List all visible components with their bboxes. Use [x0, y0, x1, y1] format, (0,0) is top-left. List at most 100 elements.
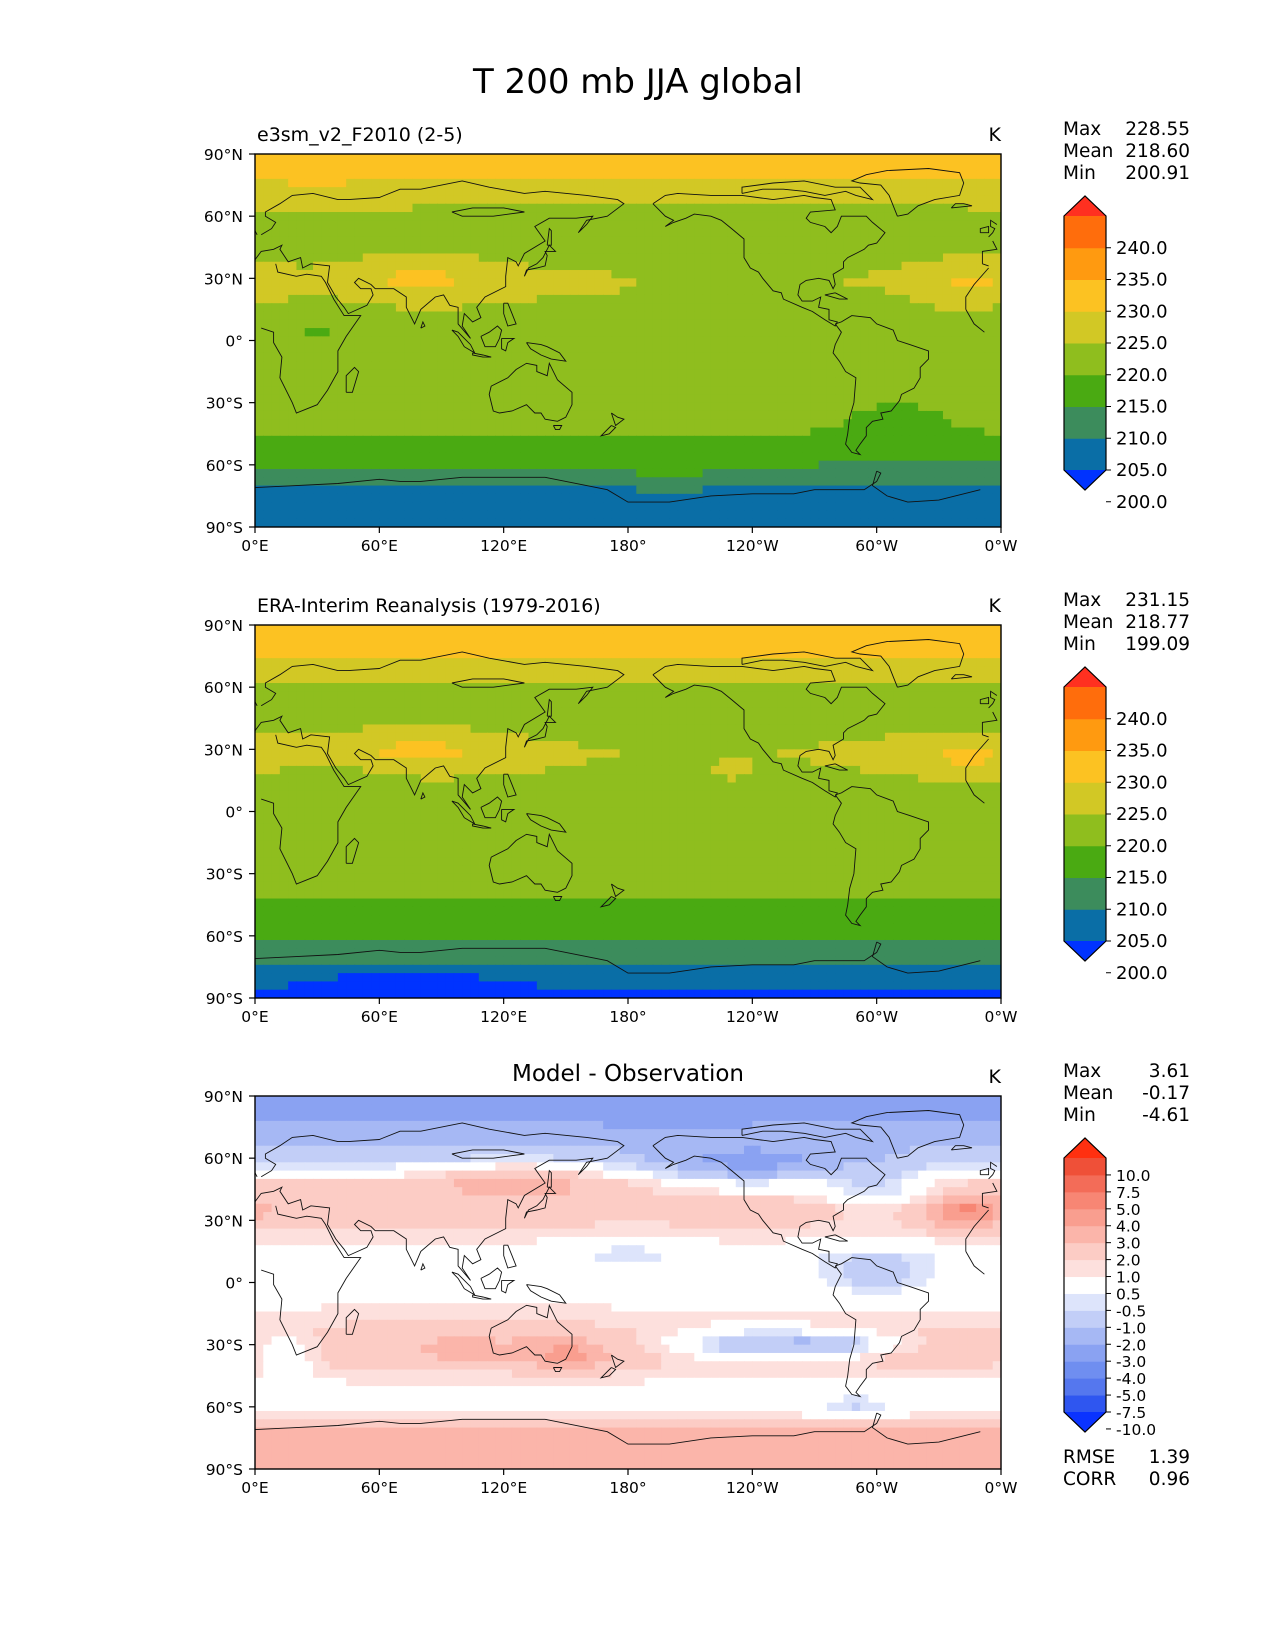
map-cell: [354, 352, 364, 362]
map-cell: [462, 435, 472, 445]
map-cell: [661, 435, 671, 445]
map-cell: [727, 311, 737, 321]
map-cell: [470, 435, 480, 445]
map-cell: [652, 641, 662, 651]
map-cell: [710, 377, 720, 387]
map-cell: [992, 641, 1001, 651]
map-cell: [719, 386, 729, 395]
map-cell: [528, 311, 538, 321]
map-cell: [785, 220, 795, 230]
map-cell: [304, 510, 314, 520]
map-cell: [727, 666, 737, 676]
map-cell: [951, 352, 961, 362]
map-cell: [520, 468, 530, 478]
map-cell: [437, 187, 447, 197]
map-cell: [478, 699, 488, 709]
map-cell: [934, 195, 944, 205]
map-cell: [793, 220, 803, 230]
map-cell: [578, 228, 588, 238]
map-cell: [868, 419, 878, 429]
map-cell: [942, 477, 952, 487]
map-cell: [313, 435, 322, 445]
map-cell: [470, 303, 480, 313]
map-cell: [694, 377, 704, 387]
map-cell: [669, 245, 679, 255]
map-cell: [619, 178, 629, 188]
map-cell: [694, 641, 704, 651]
map-cell: [752, 452, 762, 462]
map-cell: [628, 377, 637, 387]
map-cell: [371, 245, 380, 255]
map-cell: [511, 410, 521, 420]
map-cell: [694, 336, 704, 346]
coastline: [610, 412, 625, 427]
map-cell: [760, 328, 770, 337]
map-cell: [329, 361, 339, 371]
map-cell: [661, 658, 671, 668]
map-cell: [387, 493, 397, 503]
map-cell: [578, 402, 588, 412]
map-cell: [371, 203, 380, 213]
map-cell: [802, 170, 811, 180]
map-cell: [553, 649, 563, 659]
map-cell: [636, 468, 646, 478]
map-cell: [702, 270, 712, 279]
map-cell: [412, 311, 422, 321]
map-cell: [619, 625, 629, 634]
map-cell: [677, 294, 687, 304]
map-cell: [296, 261, 306, 271]
map-cell: [744, 154, 753, 163]
map-cell: [727, 361, 737, 371]
map-cell: [279, 394, 289, 404]
map-cell: [909, 510, 919, 520]
map-cell: [744, 419, 753, 429]
map-cell: [644, 236, 654, 246]
colorbar-segment: [1064, 311, 1106, 344]
map-cell: [528, 377, 538, 387]
map-cell: [810, 328, 820, 337]
map-cell: [263, 402, 273, 412]
map-cell: [810, 691, 820, 701]
map-cell: [942, 319, 952, 329]
map-cell: [611, 170, 621, 180]
map-cell: [636, 228, 646, 238]
map-cell: [619, 641, 629, 651]
map-cell: [942, 633, 952, 643]
map-cell: [611, 641, 621, 651]
map-cell: [478, 270, 488, 279]
map-cell: [553, 286, 563, 296]
map-cell: [395, 460, 405, 470]
map-cell: [586, 674, 596, 684]
map-cell: [686, 294, 695, 304]
map-cell: [404, 220, 414, 230]
map-cell: [371, 460, 380, 470]
map-cell: [942, 502, 952, 512]
colorbar-segment: [1064, 216, 1106, 249]
map-cell: [984, 178, 994, 188]
map-cell: [868, 336, 878, 346]
map-cell: [785, 427, 795, 437]
map-cell: [802, 369, 811, 379]
map-cell: [992, 666, 1001, 676]
map-cell: [263, 253, 273, 263]
map-cell: [884, 187, 894, 197]
map-cell: [387, 386, 397, 395]
map-cell: [296, 328, 306, 337]
map-cell: [511, 303, 521, 313]
map-cell: [453, 691, 463, 701]
map-cell: [362, 386, 372, 395]
map-cell: [992, 658, 1001, 668]
map-cell: [959, 410, 969, 420]
map-cell: [561, 683, 571, 692]
map-cell: [478, 195, 488, 205]
map-cell: [503, 344, 513, 354]
map-cell: [934, 319, 944, 329]
map-cell: [619, 460, 629, 470]
map-cell: [802, 154, 811, 163]
map-cell: [354, 468, 364, 478]
map-cell: [437, 212, 447, 221]
map-cell: [404, 195, 414, 205]
map-cell: [553, 518, 563, 527]
map-cell: [851, 344, 861, 354]
map-cell: [976, 633, 986, 643]
